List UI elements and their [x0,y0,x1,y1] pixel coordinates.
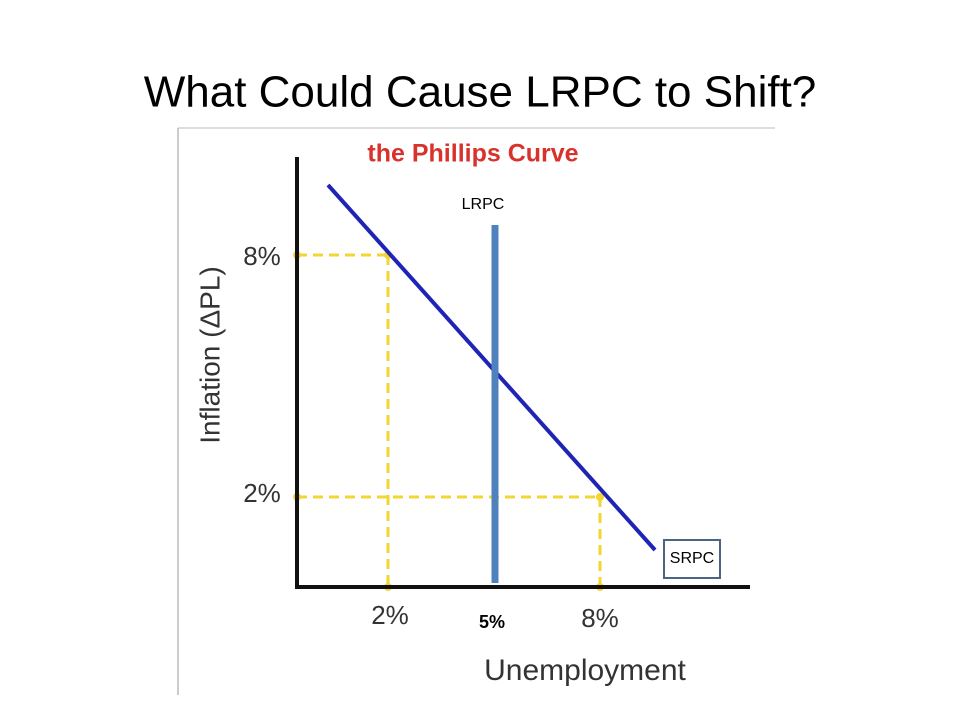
lrpc-value-label: 5% [479,612,505,632]
diagram-heading: the Phillips Curve [367,140,578,168]
diagram-frame [178,128,775,695]
lrpc-label: LRPC [462,196,505,213]
x-axis-label: Unemployment [484,654,686,687]
guide-dot [596,493,604,501]
y-tick-label: 2% [243,478,281,508]
y-axis-label: Inflation (ΔPL) [194,266,225,443]
guides [297,253,602,587]
slide-title: What Could Cause LRPC to Shift? [144,68,817,117]
x-tick-label: 8% [581,603,619,633]
y-tick-label: 8% [243,241,281,271]
srpc-box [663,539,721,579]
x-tick-label: 2% [371,600,409,630]
srpc-label: SRPC [670,550,714,567]
